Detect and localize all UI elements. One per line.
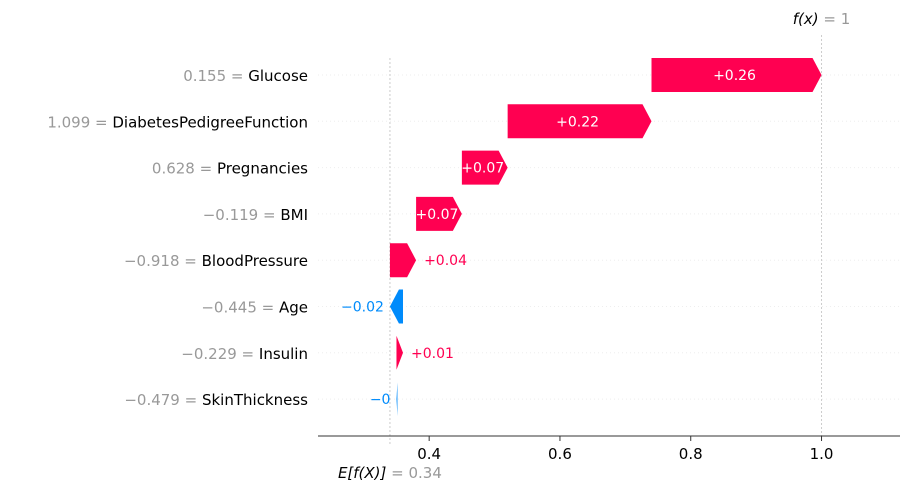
feature-name: Age [279,299,308,317]
bar-value-label: +0.26 [713,68,756,84]
feature-value: −0.479 = [124,391,202,409]
x-tick-label: 0.4 [417,445,441,463]
feature-value: 1.099 = [47,113,112,131]
bar-value-label: +0.04 [424,253,467,269]
bar-value-label: +0.22 [556,114,599,130]
feature-name: Glucose [248,67,308,85]
feature-value: −0.119 = [203,206,281,224]
grid-layer [318,35,900,446]
waterfall-bar [396,382,398,417]
bars-layer [389,58,822,417]
waterfall-bar [389,243,417,278]
base-label-name: E[f(X)] [338,464,391,482]
feature-label: −0.479 = SkinThickness [124,391,308,409]
waterfall-bar [507,104,652,139]
feature-value: 0.628 = [152,160,217,178]
bar-value-label: −0.02 [341,300,384,316]
bar-value-label: +0.07 [461,161,504,177]
feature-label: −0.445 = Age [201,299,308,317]
waterfall-bar [461,150,508,185]
feature-value: −0.229 = [181,345,259,363]
feature-label: 0.155 = Glucose [183,67,308,85]
bar-value-label: +0.01 [411,346,454,362]
feature-label: −0.918 = BloodPressure [124,252,308,270]
output-label-value: = 1 [823,10,850,28]
feature-label: 0.628 = Pregnancies [152,160,308,178]
feature-value: 0.155 = [183,67,248,85]
base-value-label: E[f(X)] = 0.34 [338,464,442,482]
feature-name: DiabetesPedigreeFunction [112,113,308,131]
x-tick-label: 1.0 [810,445,834,463]
waterfall-bar [389,289,404,324]
feature-name: BloodPressure [202,252,308,270]
bar-value-label: −0 [370,392,391,408]
feature-name: BMI [280,206,308,224]
feature-labels: 0.155 = Glucose 1.099 = DiabetesPedigreeF… [47,67,308,409]
x-axis: 0.4 0.6 0.8 1.0 [318,435,900,463]
output-label-name: f(x) [793,10,824,28]
feature-name: Pregnancies [217,160,308,178]
x-tick-label: 0.6 [548,445,572,463]
feature-label: −0.119 = BMI [203,206,308,224]
feature-value: −0.445 = [201,299,279,317]
feature-name: Insulin [259,345,308,363]
bar-value-label: +0.07 [416,207,459,223]
waterfall-bar [416,196,462,231]
base-label-value: = 0.34 [391,464,442,482]
feature-name: SkinThickness [202,391,308,409]
feature-label: −0.229 = Insulin [181,345,308,363]
waterfall-bar [396,335,404,370]
x-tick-label: 0.8 [679,445,703,463]
output-value-label: f(x) = 1 [793,10,851,28]
value-annotations: +0.26 +0.22 +0.07 +0.07 +0.04 −0.02 +0.01 −0 f(x… [338,10,850,482]
feature-label: 1.099 = DiabetesPedigreeFunction [47,113,308,131]
waterfall-bar [651,58,822,92]
feature-value: −0.918 = [124,252,202,270]
